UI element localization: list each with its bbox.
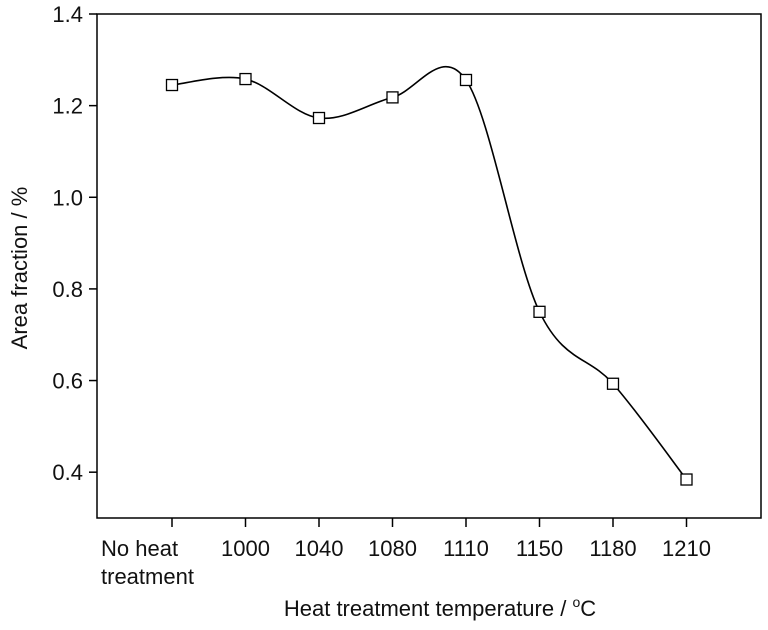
x-tick-label-line: 1040 [295, 536, 344, 561]
x-tick-label-line: 1210 [662, 536, 711, 561]
x-tick-label-line: 1110 [443, 536, 489, 561]
data-point [459, 73, 473, 87]
x-tick-label-line: 1150 [516, 536, 563, 561]
data-point [165, 78, 179, 92]
x-tick-label: 1210 [662, 536, 711, 561]
x-axis-label-text: Heat treatment temperature / [284, 596, 573, 621]
ticks-layer: 0.4 0.6 0.8 1.0 1.2 1.4 No heat treatment 1000 10… [52, 2, 711, 589]
plot-frame [96, 13, 762, 519]
x-tick-label: 1180 [589, 536, 636, 561]
fit-curve [171, 65, 688, 481]
points-layer [165, 72, 693, 486]
y-tick-label: 0.6 [52, 369, 83, 394]
x-tick-label-line: 1080 [368, 536, 417, 561]
x-axis-label-degree: o [572, 594, 580, 610]
y-axis-label: Area fraction / % [7, 187, 32, 350]
x-tick-label: 1040 [295, 536, 344, 561]
data-point [239, 72, 252, 86]
x-tick-label: 1000 [221, 536, 270, 561]
x-tick-label: 1110 [443, 536, 489, 561]
data-point [312, 111, 326, 125]
data-point [606, 377, 620, 390]
data-point [533, 305, 546, 318]
x-tick-label-line: treatment [101, 564, 194, 589]
data-point [680, 473, 693, 486]
data-point [386, 91, 399, 104]
x-tick-label-line: 1180 [589, 536, 636, 561]
x-axis-label: Heat treatment temperature / oC [284, 594, 596, 621]
x-tick-label-line: No heat [101, 536, 178, 561]
x-tick-label-line: 1000 [221, 536, 270, 561]
y-tick-label: 1.4 [52, 2, 83, 27]
y-tick-label: 1.2 [52, 94, 83, 119]
y-tick-label: 0.4 [52, 460, 83, 485]
x-tick-label: No heat treatment [101, 536, 194, 589]
y-tick-label: 1.0 [52, 185, 83, 210]
x-tick-label: 1080 [368, 536, 417, 561]
y-tick-label: 0.8 [52, 277, 83, 302]
x-axis-label-unit: C [580, 596, 596, 621]
x-tick-label: 1150 [516, 536, 563, 561]
